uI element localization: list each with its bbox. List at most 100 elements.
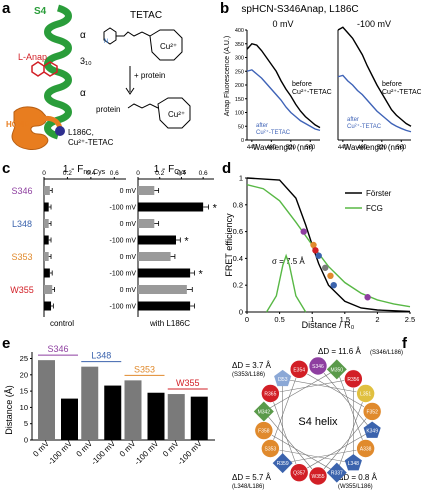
panel-d-data-point <box>300 228 307 235</box>
panel-b-series-after <box>337 74 412 133</box>
before-label-2b: Cu²⁺-TETAC <box>382 89 421 96</box>
panel-c-xtick-label: 0 <box>42 170 46 177</box>
panel-f-residue-marker <box>326 359 347 380</box>
panel-c-bar <box>138 301 191 311</box>
panel-f-connector <box>263 411 319 477</box>
panel-e-ytick-label: 5 <box>24 419 28 428</box>
panel-c-xtick-label: 0 <box>136 170 140 177</box>
panel-f-residue-label: E354 <box>293 367 305 373</box>
panel-f-residue-marker <box>362 402 382 421</box>
panel-c-xlabel-right: with L186C <box>149 319 190 328</box>
delta-right-bot-sub: (W355/L186) <box>338 484 373 490</box>
panel-c-bar <box>138 186 155 195</box>
alpha-label-top: α <box>80 30 86 41</box>
panel-b-ytick-label: 300 <box>235 56 244 62</box>
panel-c-bar <box>44 301 52 311</box>
panel-c-star: * <box>184 236 189 248</box>
panel-c-site-label: S353 <box>11 252 32 262</box>
panel-f-residue-marker <box>363 421 381 438</box>
delta-left-top: ΔD = 3.7 Å <box>232 361 272 370</box>
panel-f-residue-marker <box>261 384 280 403</box>
delta-left-bot-sub: (L348/L186) <box>232 484 264 490</box>
panel-f-connector <box>299 430 373 473</box>
s4-helix-coil <box>44 4 72 140</box>
panel-f-connector <box>282 448 366 464</box>
legend-forster-label: Förster <box>366 189 392 198</box>
panel-f-residue-label: M342 <box>258 409 271 415</box>
mutant-label-2: Cu²⁺-TETAC <box>68 138 114 147</box>
panel-c-bar <box>44 252 49 261</box>
panel-f-connector <box>282 378 366 394</box>
panel-d-data-point <box>327 272 334 280</box>
panel-b-xtick-label: 520 <box>377 145 388 151</box>
panel-c-bar <box>138 252 171 261</box>
panel-c-voltage-label: 0 mV <box>120 287 137 294</box>
panel-f-residue-marker <box>289 463 309 482</box>
panel-f-residue-marker <box>289 360 309 379</box>
panel-b-xtick-label: 520 <box>286 145 297 151</box>
panel-c-voltage-label: 0 mV <box>120 188 137 195</box>
panel-e-bar <box>190 396 208 440</box>
panel-b-ytick-label: 0 <box>241 138 244 144</box>
panel-f-residue-marker <box>344 454 362 471</box>
delta-left-bot: ΔD = 5.7 Å <box>232 473 272 482</box>
panel-f-connector <box>263 430 337 473</box>
panel-e-group-label: W355 <box>176 378 200 388</box>
cyclam-ring-bottom-icon <box>157 97 191 129</box>
panel-c-xtick-label: 0.6 <box>110 170 119 177</box>
panel-e-bar <box>38 360 55 440</box>
panel-f-residue-marker <box>326 462 347 483</box>
panel-c-bar <box>44 268 50 278</box>
panel-b-ytick-label: 200 <box>235 83 244 89</box>
panel-d-ytick-label: 0.4 <box>233 254 243 263</box>
panel-f-connector <box>317 365 373 431</box>
panel-b-series-before <box>337 26 412 127</box>
panel-c-voltage-label: 0 mV <box>120 254 137 261</box>
panel-f-connector <box>270 448 354 464</box>
panel-c-voltage-label: -100 mV <box>110 304 137 311</box>
linker-bottom <box>127 103 159 109</box>
pyridine-ring-icon: N <box>103 27 151 45</box>
panel-c-xtick-label: 0.4 <box>86 170 95 177</box>
panel-c-bar <box>44 186 50 195</box>
panel-b-ylabel: Anap Fluorescence (A.U.) <box>224 36 231 117</box>
panel-c-voltage-label: -100 mV <box>110 271 137 278</box>
panel-f-connector <box>263 369 337 412</box>
panel-f-residue-label: K349 <box>366 429 378 435</box>
panel-c-col1-title: 1 - Fno Cys <box>63 164 106 176</box>
panel-f-residue-marker <box>254 421 274 440</box>
panel-f-connector <box>317 411 373 477</box>
panel-d-curve-fcg <box>246 184 411 308</box>
panel-b-xtick-label: 560 <box>305 145 316 151</box>
panel-e-bar <box>124 380 142 440</box>
panel-c-bar <box>138 235 176 245</box>
lanap-label: L-Anap <box>18 52 47 62</box>
panel-b-series-after <box>246 69 321 132</box>
panel-e-bar <box>104 385 122 440</box>
after-label-1b: Cu²⁺-TETAC <box>256 129 291 136</box>
panel-f-connector <box>270 369 300 449</box>
after-label-2: after <box>347 117 359 123</box>
panel-c-xlabel-left: control <box>50 319 74 328</box>
s4-label: S4 <box>34 6 47 17</box>
panel-c-bar <box>138 219 155 228</box>
panel-c-col2-title: 1 - FCys <box>154 164 187 176</box>
panel-f-residue-label: R356 <box>347 377 359 383</box>
panel-f-residue-marker <box>308 466 328 486</box>
panel-letter-d: d <box>222 160 232 177</box>
panel-d-ytick-label: 0 <box>239 308 243 317</box>
cyclam-ring-top-icon <box>149 29 183 61</box>
panel-d-data-point <box>330 282 337 289</box>
panel-f-residue-label: R365 <box>264 392 276 398</box>
panel-e-ytick-label: 15 <box>20 387 28 396</box>
panel-c-bar <box>138 202 204 212</box>
panel-e-group-label: S346 <box>47 344 68 354</box>
panel-c-bar <box>44 202 49 212</box>
panel-f-residue-marker <box>344 369 363 389</box>
mutant-label-1: L186C, <box>68 128 94 137</box>
panel-e-ytick-label: 20 <box>20 370 28 379</box>
panel-b-xlabel-1: Wavelength (nm) <box>253 143 314 152</box>
